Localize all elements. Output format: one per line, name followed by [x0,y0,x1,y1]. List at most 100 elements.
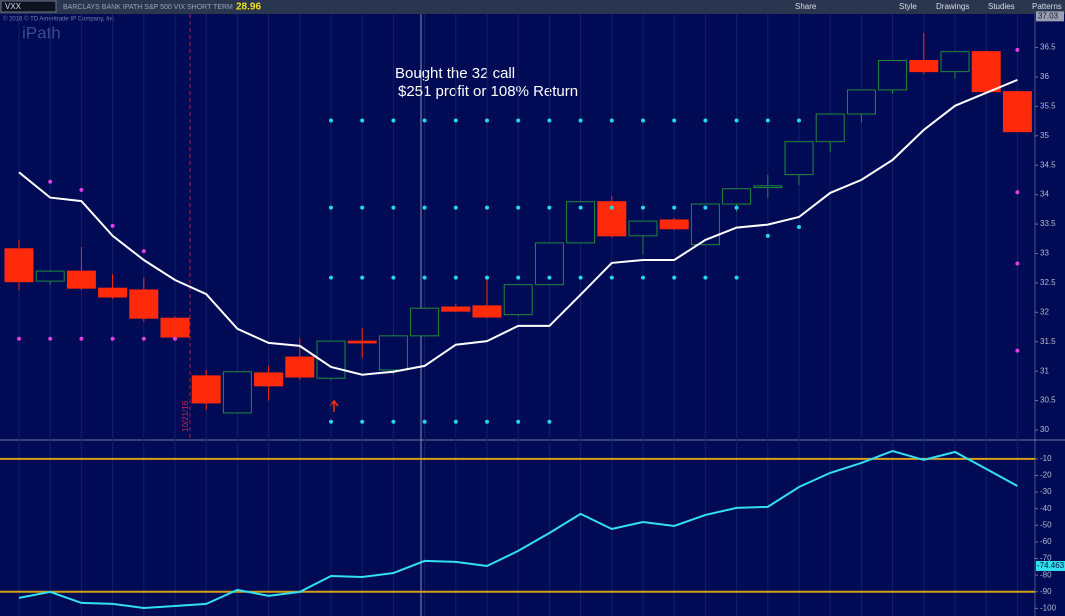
candle-body [753,185,783,189]
dot [734,275,739,280]
dot [609,275,614,280]
dot [141,336,146,341]
dot [391,419,396,424]
dot [79,336,84,341]
dot [578,118,583,123]
dot [703,275,708,280]
dot [422,205,427,210]
candle-body [378,335,408,371]
y-tick-label: -60 [1040,537,1052,546]
candle-body [98,287,128,298]
dot [79,187,84,192]
candle-body [815,113,845,143]
candle-body [722,188,752,205]
y-tick-label: -30 [1040,487,1052,496]
candle-body [566,201,596,244]
dot [48,336,53,341]
line-series [18,78,1018,376]
y-tick-label: 36.5 [1040,43,1056,52]
candle-body [878,59,908,91]
y-tick-label: -40 [1040,504,1052,513]
annotation: $251 profit or 108% Return [398,83,578,100]
description: BARCLAYS BANK IPATH S&P 500 VIX SHORT TE… [63,4,233,11]
candle-body [472,305,502,318]
candle-body [690,203,720,246]
symbol-box[interactable] [0,0,57,13]
dot [547,118,552,123]
dot [672,205,677,210]
dot [1015,261,1020,266]
dot [609,205,614,210]
dot [1015,190,1020,195]
y-tick-label: 30 [1040,425,1049,434]
y-tick-label: -20 [1040,471,1052,480]
dot [360,419,365,424]
y-tick-label: -50 [1040,520,1052,529]
candle-body [441,306,471,312]
dot [797,118,801,123]
candle-body [4,248,34,283]
y-tick-label: 31.5 [1040,337,1056,346]
candle-body [971,51,1001,93]
dot [578,275,583,280]
dot [391,205,396,210]
toolbar-button[interactable]: Studies [988,2,1015,11]
dot [453,118,458,123]
copyright: © 2016 © TD Ameritrade IP Company, Inc [3,16,114,23]
candle-body [222,371,252,414]
toolbar-button[interactable]: Style [899,2,917,11]
dot [329,205,333,210]
toolbar [0,0,1065,14]
dot [516,419,521,424]
dot [485,205,489,210]
dot [765,233,770,238]
dot [17,336,21,341]
last-price: 28.96 [236,2,261,13]
dot [329,118,333,123]
dot [360,118,365,123]
dot [641,118,645,123]
candle-body [940,51,970,73]
dot [703,118,708,123]
candle-body [503,284,533,316]
candle-body [35,270,65,282]
candle-body [846,89,876,115]
dot [360,205,365,210]
dot [547,275,552,280]
dot [110,223,115,228]
price-badge-label: 37.03 [1038,11,1059,20]
dot [173,336,177,341]
dot [641,205,645,210]
dot [1015,348,1020,353]
y-tick-label: 30.5 [1040,396,1056,405]
dot [516,205,521,210]
value-badge [1036,560,1065,571]
toolbar-button[interactable]: Drawings [936,2,969,11]
annotation: Bought the 32 call [395,65,515,82]
dot [797,225,801,229]
dot [141,249,146,254]
dot [453,205,458,210]
toolbar-button[interactable]: Share [795,2,817,11]
y-tick-label: 32 [1040,307,1049,316]
dot [329,275,333,280]
candle-body [285,356,315,378]
candle-body [659,219,689,230]
dot [672,275,677,280]
dot [516,118,521,123]
dot [485,419,489,424]
dot [391,118,396,123]
toolbar-button[interactable]: Patterns [1032,2,1062,11]
y-tick-label: 34 [1040,190,1049,199]
y-tick-label: -70 [1040,554,1052,563]
candle-body [410,307,440,337]
y-tick-label: -90 [1040,587,1052,596]
price-badge [1036,11,1064,22]
dot [641,275,645,280]
candle-body [66,270,96,289]
dot [547,419,552,424]
logo: iPath [22,23,61,42]
y-tick-label: 31 [1040,366,1049,375]
